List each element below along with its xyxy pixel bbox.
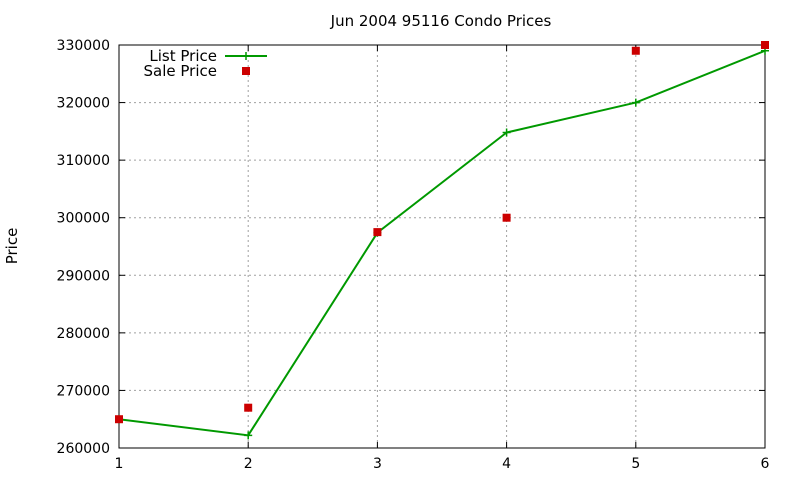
grid-layer [119,45,765,448]
legend: List Price Sale Price [144,47,267,80]
plot-frame [118,44,766,449]
x-tick-label: 5 [631,456,640,472]
y-tick-label: 330000 [57,38,110,54]
y-tick-label: 260000 [57,441,110,457]
point-sale-price [502,213,511,222]
series-line-list-price [118,49,766,437]
legend-sample-list-price [225,52,267,60]
x-tick-label: 4 [502,456,511,472]
legend-marker-list-price [242,52,250,60]
point-sale-price [115,415,123,424]
legend-label-sale-price: Sale Price [144,62,217,80]
y-axis-label: Price [3,228,21,265]
tick-layer: 260000 270000 280000 290000 300000 310000 3200… [57,38,770,472]
point-sale-price [761,41,769,49]
y-tick-label: 300000 [57,211,110,227]
point-list-price [502,128,511,137]
point-sale-price [244,403,253,412]
y-tick-label: 280000 [57,326,110,342]
legend-marker-sale-price [242,67,250,75]
y-tick-label: 310000 [57,153,110,169]
y-tick-label: 290000 [57,268,110,284]
point-sale-price [373,228,382,237]
point-sale-price [631,46,640,55]
x-tick-label: 1 [115,456,124,472]
legend-sample-sale-price [242,67,250,75]
y-tick-label: 320000 [57,96,110,112]
point-list-price [244,431,253,440]
y-tick-label: 270000 [57,383,110,399]
point-list-price [631,98,640,107]
x-tick-label: 6 [761,456,770,472]
x-tick-label: 2 [244,456,253,472]
series-layer [115,41,769,440]
legend-label-list-price: List Price [149,47,217,65]
x-tick-label: 3 [373,456,382,472]
chart-title: Jun 2004 95116 Condo Prices [330,12,552,30]
